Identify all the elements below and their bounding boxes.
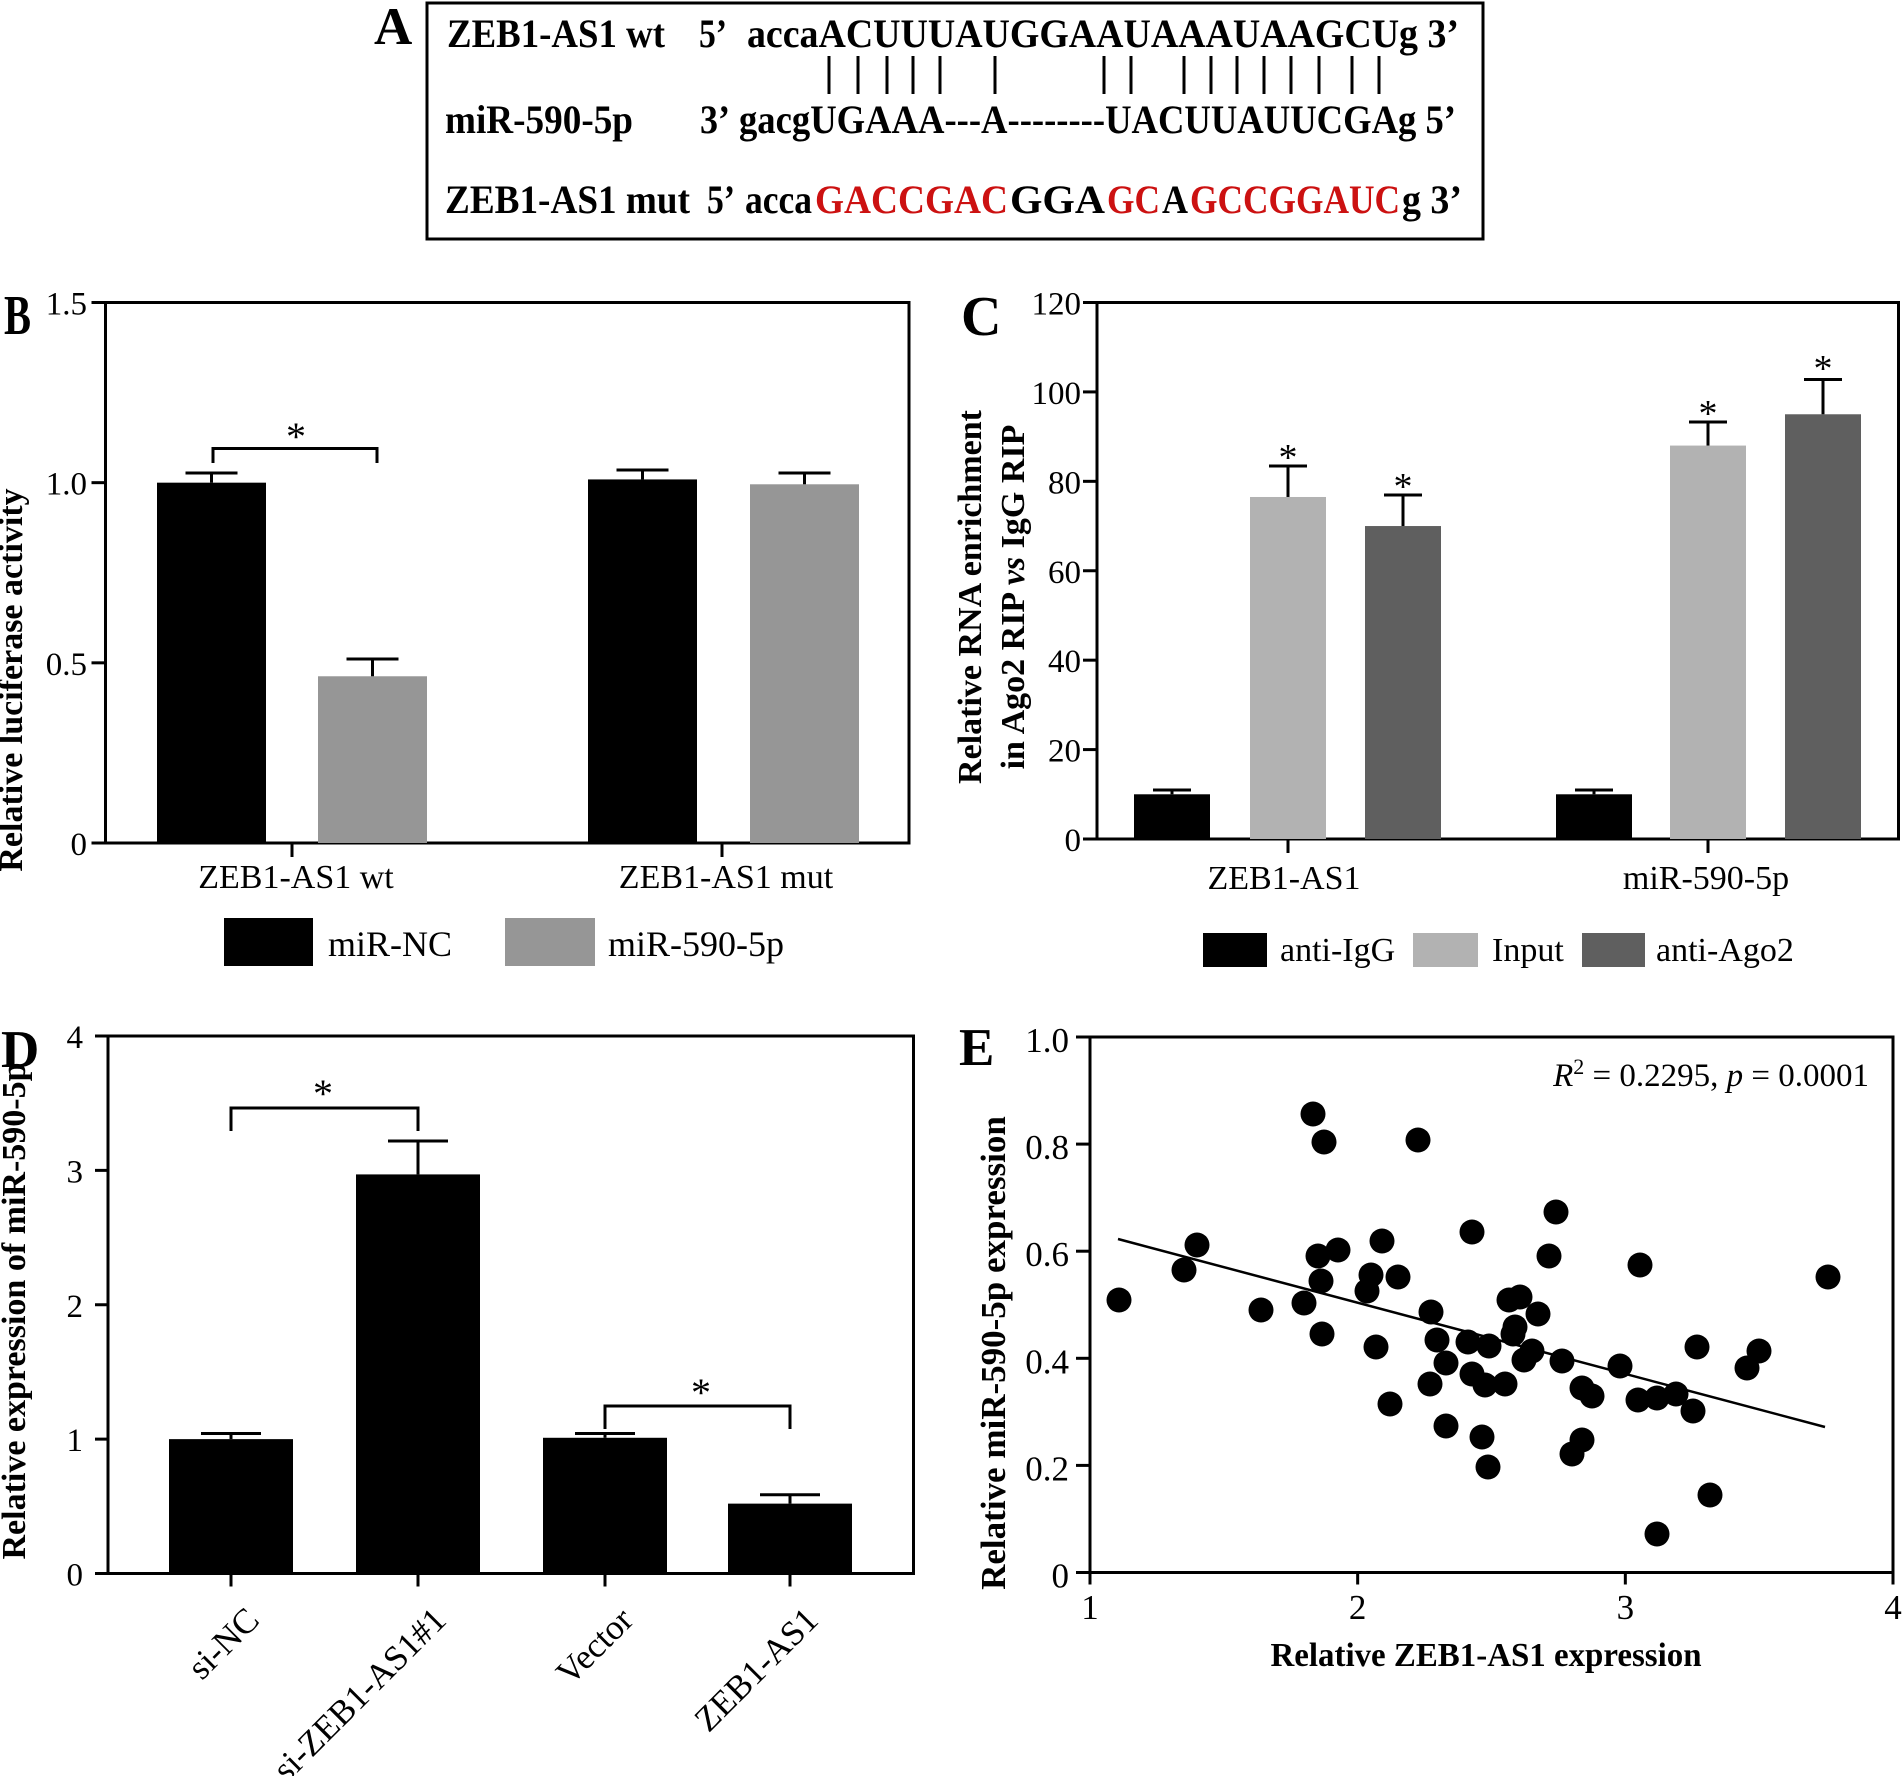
svg-text:E: E	[959, 1019, 994, 1077]
svg-text:miR-590-5p: miR-590-5p	[1623, 860, 1789, 897]
svg-text:0.5: 0.5	[46, 647, 87, 683]
svg-text:gacgUGAAA---A--------UACUUAUUC: gacgUGAAA---A--------UACUUAUUCGAg 5’	[739, 97, 1456, 142]
svg-text:100: 100	[1032, 376, 1082, 412]
svg-text:20: 20	[1048, 734, 1081, 770]
svg-text:60: 60	[1048, 555, 1081, 591]
svg-text:1.5: 1.5	[46, 287, 87, 323]
svg-text:*: *	[1394, 466, 1413, 508]
svg-text:Relative expression of miR-590: Relative expression of miR-590-5p	[0, 1062, 33, 1559]
svg-text:5’: 5’	[699, 11, 727, 56]
svg-text:A: A	[1162, 177, 1188, 222]
svg-text:2: 2	[67, 1289, 84, 1325]
svg-text:1.0: 1.0	[1025, 1021, 1069, 1060]
svg-text:40: 40	[1048, 644, 1081, 680]
svg-text:Relative RNA enrichment: Relative RNA enrichment	[952, 409, 989, 784]
svg-text:5’: 5’	[707, 177, 735, 222]
svg-text:GCCGGAUC: GCCGGAUC	[1190, 177, 1400, 222]
svg-text:A: A	[374, 0, 412, 56]
svg-text:Relative luciferase activity: Relative luciferase activity	[0, 488, 30, 871]
svg-text:*: *	[1814, 348, 1833, 390]
svg-text:3: 3	[1617, 1588, 1635, 1627]
svg-text:*: *	[313, 1071, 333, 1116]
svg-text:Input: Input	[1492, 932, 1564, 969]
svg-text:0: 0	[71, 827, 88, 863]
svg-text:Relative ZEB1-AS1 expression: Relative ZEB1-AS1 expression	[1271, 1637, 1702, 1674]
svg-text:GACCGAC: GACCGAC	[815, 177, 1008, 222]
svg-text:GGA: GGA	[1010, 177, 1105, 222]
svg-text:1.0: 1.0	[46, 467, 87, 503]
svg-text:miR-590-5p: miR-590-5p	[608, 924, 784, 964]
svg-text:*: *	[1279, 437, 1298, 479]
svg-text:4: 4	[67, 1020, 84, 1056]
svg-text:D: D	[1, 1021, 39, 1079]
svg-text:ZEB1-AS1 wt: ZEB1-AS1 wt	[198, 859, 394, 896]
svg-text:0: 0	[1052, 1557, 1070, 1596]
svg-text:*: *	[691, 1370, 711, 1415]
svg-text:anti-IgG: anti-IgG	[1280, 932, 1395, 969]
svg-text:*: *	[1699, 393, 1718, 435]
svg-text:1: 1	[67, 1423, 84, 1459]
svg-text:0.4: 0.4	[1025, 1342, 1069, 1381]
svg-text:GC: GC	[1107, 177, 1160, 222]
svg-text:miR-NC: miR-NC	[328, 924, 452, 964]
svg-text:2: 2	[1349, 1588, 1367, 1627]
svg-text:miR-590-5p: miR-590-5p	[445, 97, 633, 142]
svg-text:0.2: 0.2	[1025, 1449, 1069, 1488]
svg-text:*: *	[286, 414, 306, 459]
svg-text:0.6: 0.6	[1025, 1235, 1069, 1274]
svg-text:accaACUUUAUGGAAUAAAUAAGCUg 3’: accaACUUUAUGGAAUAAAUAAGCUg 3’	[747, 11, 1459, 56]
svg-text:1: 1	[1081, 1588, 1099, 1627]
svg-text:80: 80	[1048, 465, 1081, 501]
svg-text:0.8: 0.8	[1025, 1128, 1069, 1167]
svg-text:3’: 3’	[700, 97, 730, 142]
svg-text:3: 3	[67, 1154, 84, 1190]
svg-text:ZEB1-AS1 wt: ZEB1-AS1 wt	[447, 11, 666, 56]
svg-text:0: 0	[67, 1558, 84, 1594]
svg-text:ZEB1-AS1: ZEB1-AS1	[1208, 860, 1361, 897]
svg-text:anti-Ago2: anti-Ago2	[1656, 932, 1794, 969]
svg-text:B: B	[4, 285, 31, 347]
svg-text:Relative miR-590-5p expression: Relative miR-590-5p expression	[974, 1116, 1013, 1590]
svg-text:ZEB1-AS1 mut: ZEB1-AS1 mut	[445, 177, 691, 222]
svg-text:in Ago2 RIP vs IgG RIP: in Ago2 RIP vs IgG RIP	[995, 425, 1032, 770]
svg-text:g 3’: g 3’	[1402, 177, 1462, 222]
svg-text:R2 = 0.2295, p = 0.0001: R2 = 0.2295, p = 0.0001	[1552, 1054, 1869, 1094]
svg-text:C: C	[961, 286, 1001, 348]
svg-text:acca: acca	[745, 177, 812, 222]
svg-text:120: 120	[1032, 287, 1082, 323]
svg-text:4: 4	[1884, 1588, 1902, 1627]
svg-text:0: 0	[1065, 823, 1082, 859]
svg-text:ZEB1-AS1 mut: ZEB1-AS1 mut	[619, 859, 834, 896]
